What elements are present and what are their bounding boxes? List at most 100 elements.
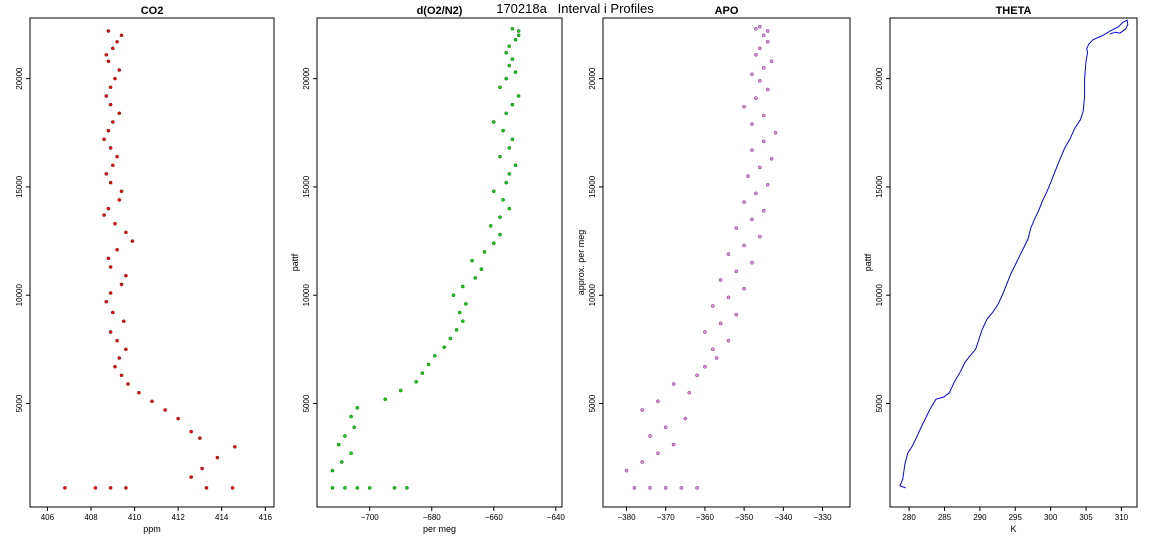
data-point <box>711 347 715 352</box>
panel-title-3: APO <box>715 5 739 17</box>
panel-frame-2 <box>316 17 563 508</box>
data-point <box>624 468 629 473</box>
panel-frame-3 <box>602 17 851 508</box>
x-tick-label: 414 <box>215 513 229 522</box>
data-point <box>405 486 409 490</box>
data-point <box>108 85 113 90</box>
data-point <box>754 26 758 31</box>
data-point <box>130 239 135 243</box>
data-point <box>734 312 739 317</box>
data-point <box>111 120 115 124</box>
data-point <box>703 364 707 369</box>
x-tick-label: −340 <box>774 513 793 522</box>
data-point <box>750 72 754 77</box>
data-point <box>501 198 505 202</box>
data-point <box>742 286 746 291</box>
data-point <box>104 53 109 57</box>
data-point <box>108 291 113 295</box>
data-point <box>648 486 652 490</box>
data-point <box>513 37 518 42</box>
data-point <box>115 40 119 44</box>
x-axis-label-1: ppm <box>143 524 161 534</box>
panel-title-4: THETA <box>996 5 1032 17</box>
x-tick-label: 416 <box>259 513 273 522</box>
data-point <box>746 174 750 178</box>
y-tick-label: 10000 <box>302 284 311 307</box>
data-point <box>355 486 360 490</box>
x-tick-label: 290 <box>973 513 987 522</box>
data-point <box>108 486 113 490</box>
x-tick-label: −360 <box>696 513 715 522</box>
data-point <box>734 226 739 230</box>
data-point <box>510 102 515 107</box>
y-tick-label: 15000 <box>588 175 597 198</box>
x-tick-label: 300 <box>1044 513 1058 522</box>
data-point <box>200 466 204 471</box>
data-point <box>498 232 502 237</box>
data-point <box>507 206 512 211</box>
data-point <box>108 102 113 107</box>
y-tick-label: 15000 <box>302 175 311 198</box>
data-point <box>117 68 122 72</box>
data-point <box>726 295 731 300</box>
y-tick-label: 20000 <box>302 67 311 90</box>
y-tick-label: 10000 <box>588 284 597 307</box>
data-point <box>111 163 115 168</box>
data-point <box>150 399 154 404</box>
data-point <box>695 486 699 490</box>
data-point <box>349 414 353 419</box>
data-point <box>473 276 478 280</box>
data-point <box>510 57 515 61</box>
x-tick-label: −700 <box>361 513 380 522</box>
data-point <box>232 444 237 449</box>
data-point <box>510 137 515 142</box>
data-point <box>106 29 111 33</box>
data-point <box>758 46 762 51</box>
data-point <box>432 353 437 358</box>
data-point <box>632 486 637 490</box>
data-point <box>501 128 505 133</box>
data-point <box>711 304 715 308</box>
data-point <box>742 200 746 204</box>
data-point <box>765 40 770 44</box>
data-point <box>117 356 122 360</box>
data-point <box>714 356 719 360</box>
data-point <box>460 284 465 289</box>
data-point <box>121 319 126 324</box>
data-point <box>117 198 122 202</box>
data-point <box>339 460 344 464</box>
x-tick-label: 285 <box>938 513 952 522</box>
x-axis-label-2: per meg <box>423 524 456 534</box>
data-point <box>119 33 124 38</box>
data-point <box>683 416 688 421</box>
data-point <box>336 442 341 447</box>
data-point <box>488 224 493 228</box>
data-point <box>464 302 468 306</box>
y-tick-label: 20000 <box>875 67 884 90</box>
data-point <box>115 338 119 343</box>
data-point <box>504 50 509 55</box>
data-point <box>703 330 707 334</box>
data-point <box>383 397 388 402</box>
x-tick-label: 408 <box>84 513 98 522</box>
x-tick-label: −330 <box>814 513 833 522</box>
x-tick-label: 310 <box>1115 513 1129 522</box>
data-point <box>113 76 117 81</box>
data-point <box>111 310 115 315</box>
data-point <box>491 241 496 245</box>
data-point <box>108 146 113 150</box>
y-tick-label: 15000 <box>875 175 884 198</box>
data-point <box>758 165 762 170</box>
data-point <box>718 321 723 326</box>
panel-frame-1 <box>29 17 275 508</box>
data-point <box>113 364 117 369</box>
data-point <box>115 247 119 252</box>
x-tick-label: −370 <box>657 513 676 522</box>
x-tick-label: −660 <box>485 513 504 522</box>
data-point <box>648 434 652 438</box>
data-point <box>352 425 357 430</box>
data-point <box>754 191 758 196</box>
y-tick-label: 20000 <box>588 67 597 90</box>
data-point <box>758 79 762 83</box>
